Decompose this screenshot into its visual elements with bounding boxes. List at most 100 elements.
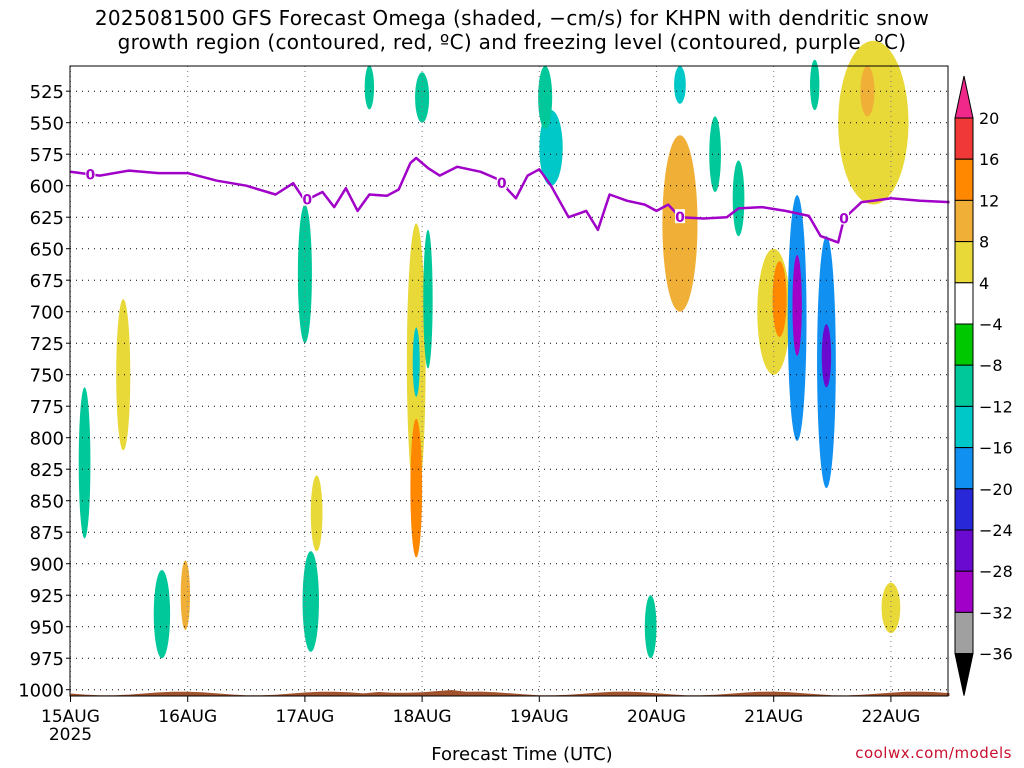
freezing-level-label-bg [302, 191, 313, 206]
omega-region [644, 595, 657, 659]
freezing-level-layer: 0 0 0 0 0 [70, 156, 950, 244]
x-tick-label: 18AUG [393, 707, 452, 727]
freezing-level-label-bg [839, 210, 850, 225]
colorbar-bottom-arrow [954, 653, 974, 696]
colorbar-segment [954, 323, 974, 366]
y-tick-label: 900 [30, 555, 64, 576]
omega-region [662, 135, 698, 312]
y-tick-label: 625 [30, 208, 64, 229]
y-tick-label: 975 [30, 649, 64, 670]
omega-region [772, 261, 787, 337]
colorbar-label: 12 [979, 191, 999, 210]
omega-region [674, 66, 686, 104]
omega-region [821, 324, 832, 388]
omega-region [364, 65, 375, 110]
colorbar-segment [954, 282, 974, 325]
colorbar-label: −16 [979, 439, 1013, 458]
omega-region [860, 66, 875, 117]
y-tick-label: 800 [30, 429, 64, 450]
colorbar-segment [954, 570, 974, 613]
ground-layer [70, 690, 950, 696]
colorbar-label: 16 [979, 150, 999, 169]
colorbar-segment [954, 158, 974, 201]
freezing-level-label-bg [674, 209, 685, 224]
y-tick-label: 675 [30, 271, 64, 292]
y-tick-label: 850 [30, 492, 64, 513]
y-tick-label: 1000 [18, 681, 64, 702]
y-tick-label: 650 [30, 240, 64, 261]
colorbar-label: −24 [979, 521, 1013, 540]
colorbar-top-arrow [954, 75, 974, 119]
omega-region [415, 72, 430, 123]
source-credit: coolwx.com/models [855, 744, 1012, 762]
y-tick-label: 700 [30, 303, 64, 324]
x-tick-label: 20AUG [627, 707, 686, 727]
freezing-level-label: 0 [302, 193, 312, 209]
y-tick-label: 775 [30, 397, 64, 418]
y-tick-label: 725 [30, 334, 64, 355]
x-tick-label: 19AUG [510, 707, 569, 727]
freezing-level-label-bg [85, 166, 96, 181]
colorbar-segment [954, 611, 974, 655]
omega-region [410, 418, 423, 558]
omega-region [709, 116, 721, 192]
x-tick-label: 16AUG [158, 707, 217, 727]
chart-title-line-1: 2025081500 GFS Forecast Omega (shaded, −… [94, 6, 930, 30]
y-tick-label: 950 [30, 618, 64, 639]
colorbar-segment [954, 529, 974, 572]
y-tick-label: 825 [30, 460, 64, 481]
y-tick-label: 875 [30, 523, 64, 544]
omega-region [297, 204, 312, 344]
colorbar: 20 16 12 8 4 −4 −8 −12 −16 −20 −24 −28 −32 −36 [954, 75, 1013, 696]
omega-region [423, 229, 433, 369]
omega-region [881, 582, 901, 633]
colorbar-segment [954, 405, 974, 449]
colorbar-label: 8 [979, 233, 989, 252]
colorbar-segment [954, 488, 974, 531]
y-tick-label: 600 [30, 177, 64, 198]
colorbar-label: −32 [979, 603, 1013, 622]
omega-region [538, 66, 553, 129]
omega-region [838, 40, 909, 205]
x-tick-label: 21AUG [744, 707, 803, 727]
colorbar-segment [954, 364, 974, 407]
omega-region [792, 255, 802, 356]
x-tick-label: 22AUG [861, 707, 920, 727]
omega-region [810, 59, 820, 111]
freezing-level-label: 0 [497, 176, 507, 192]
omega-shading-layer [78, 40, 909, 659]
omega-region [732, 160, 745, 237]
omega-region [302, 551, 319, 652]
colorbar-label: 4 [979, 274, 989, 293]
colorbar-segment [954, 447, 974, 490]
colorbar-segment [954, 241, 974, 284]
colorbar-label: −4 [979, 315, 1003, 334]
y-tick-label: 925 [30, 586, 64, 607]
colorbar-label: −28 [979, 562, 1013, 581]
y-tick-label: 525 [30, 82, 64, 103]
colorbar-segment [954, 117, 974, 160]
x-tick-year: 2025 [49, 725, 92, 745]
chart-title-line-2: growth region (contoured, red, ºC) and f… [117, 30, 907, 54]
colorbar-label: 20 [979, 109, 999, 128]
freezing-level-label: 0 [675, 210, 685, 226]
freezing-level-label: 0 [839, 211, 849, 227]
colorbar-label: −8 [979, 356, 1003, 375]
y-tick-label: 750 [30, 366, 64, 387]
x-axis-title: Forecast Time (UTC) [431, 744, 613, 765]
plot-frame [69, 65, 949, 697]
chart-title: 2025081500 GFS Forecast Omega (shaded, −… [0, 6, 1024, 54]
omega-region [116, 299, 131, 451]
y-tick-label: 550 [30, 114, 64, 135]
colorbar-label: −12 [979, 397, 1013, 416]
y-tick-label: 575 [30, 145, 64, 166]
freezing-level-line [70, 156, 950, 244]
omega-region [310, 475, 323, 552]
grid-lines [70, 66, 948, 696]
axes-layer: 525 550 575 600 625 650 675 700 725 750 775 800 825 8… [18, 65, 949, 745]
ground-fill [70, 690, 950, 696]
freezing-level-label: 0 [86, 167, 96, 183]
omega-region [153, 570, 171, 659]
colorbar-segment [954, 199, 974, 243]
